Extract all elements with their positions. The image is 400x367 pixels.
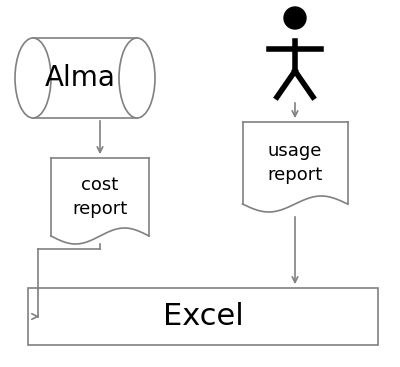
Bar <box>28 288 378 345</box>
Ellipse shape <box>119 38 155 118</box>
Bar <box>33 38 137 118</box>
Circle shape <box>284 7 306 29</box>
Text: Alma: Alma <box>44 64 116 92</box>
Text: cost
report: cost report <box>72 176 128 218</box>
Text: Excel: Excel <box>163 302 243 331</box>
Polygon shape <box>242 122 348 212</box>
Polygon shape <box>51 158 149 244</box>
Text: usage
report: usage report <box>267 142 323 184</box>
Ellipse shape <box>15 38 51 118</box>
